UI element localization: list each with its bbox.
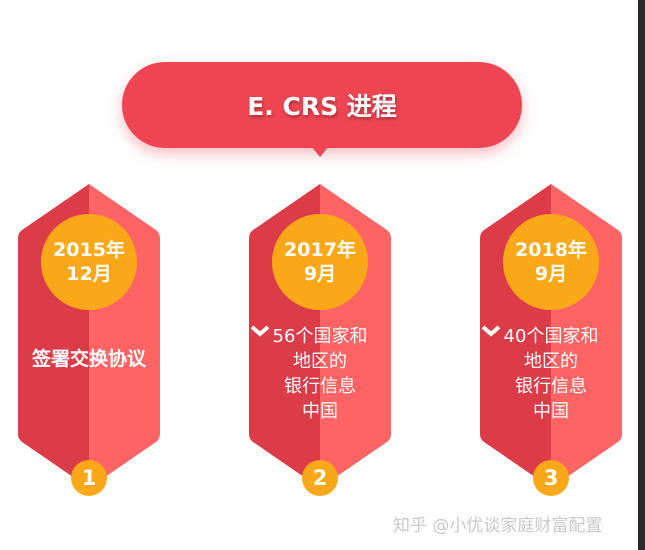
description-line: 银行信息: [515, 376, 587, 397]
date-badge: 2018年 9月: [503, 214, 599, 310]
target-country: 中国: [533, 401, 569, 422]
target-country: 中国: [302, 401, 338, 422]
step-description: 40个国家和 地区的银行信息 中国: [480, 324, 622, 424]
date-month: 12月: [66, 263, 112, 285]
page-title: E. CRS 进程: [247, 92, 397, 121]
banner-pointer: [311, 146, 329, 157]
date-badge: 2015年 12月: [41, 214, 137, 310]
step-card-2: 2017年 9月 56个国家和 地区的银行信息 中国 2: [249, 184, 391, 496]
date-month: 9月: [303, 263, 337, 285]
date-badge: 2017年 9月: [272, 214, 368, 310]
description-line: 56个国家和: [272, 326, 368, 347]
step-description: 56个国家和 地区的银行信息 中国: [249, 324, 391, 424]
title-banner: E. CRS 进程: [122, 62, 522, 148]
chevron-down-icon: [481, 325, 501, 337]
watermark: 知乎 @小优谈家庭财富配置: [393, 516, 603, 536]
step-number: 1: [71, 460, 107, 496]
chevron-down-icon: [250, 325, 270, 337]
date-year: 2018年: [515, 239, 587, 261]
step-number: 2: [302, 460, 338, 496]
window-edge: [638, 0, 645, 550]
step-number: 3: [533, 460, 569, 496]
date-month: 9月: [534, 263, 568, 285]
description-line: 银行信息: [284, 376, 356, 397]
step-card-3: 2018年 9月 40个国家和 地区的银行信息 中国 3: [480, 184, 622, 496]
description-line: 签署交换协议: [31, 348, 146, 370]
step-card-1: 2015年 12月签署交换协议 1: [18, 184, 160, 496]
date-year: 2017年: [284, 239, 356, 261]
step-description: 签署交换协议: [18, 347, 160, 372]
date-year: 2015年: [53, 239, 125, 261]
description-line: 40个国家和: [503, 326, 599, 347]
description-line: 地区的: [524, 351, 578, 372]
description-line: 地区的: [293, 351, 347, 372]
